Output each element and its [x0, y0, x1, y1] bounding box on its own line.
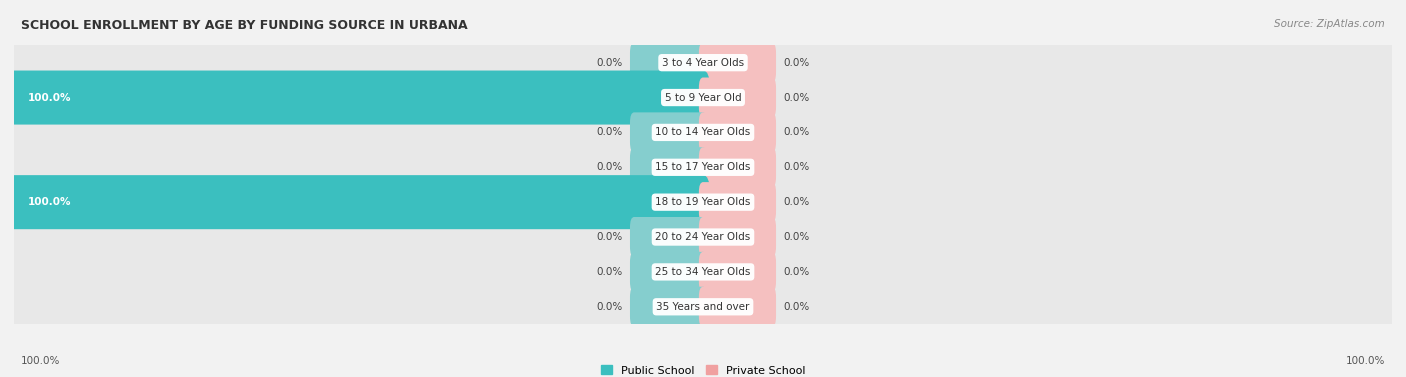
Text: Source: ZipAtlas.com: Source: ZipAtlas.com	[1274, 19, 1385, 29]
Text: 0.0%: 0.0%	[596, 162, 623, 172]
Text: 100.0%: 100.0%	[1346, 356, 1385, 366]
Text: 0.0%: 0.0%	[596, 232, 623, 242]
Legend: Public School, Private School: Public School, Private School	[596, 361, 810, 377]
FancyBboxPatch shape	[699, 78, 776, 118]
Text: 20 to 24 Year Olds: 20 to 24 Year Olds	[655, 232, 751, 242]
FancyBboxPatch shape	[7, 70, 710, 124]
Text: 18 to 19 Year Olds: 18 to 19 Year Olds	[655, 197, 751, 207]
FancyBboxPatch shape	[630, 147, 707, 187]
Text: 0.0%: 0.0%	[783, 197, 810, 207]
FancyBboxPatch shape	[14, 97, 1392, 168]
Text: 0.0%: 0.0%	[783, 92, 810, 103]
FancyBboxPatch shape	[630, 112, 707, 152]
Text: 0.0%: 0.0%	[783, 58, 810, 68]
FancyBboxPatch shape	[699, 182, 776, 222]
FancyBboxPatch shape	[630, 217, 707, 257]
Text: 35 Years and over: 35 Years and over	[657, 302, 749, 312]
FancyBboxPatch shape	[699, 112, 776, 152]
Text: 100.0%: 100.0%	[28, 197, 72, 207]
FancyBboxPatch shape	[630, 43, 707, 83]
FancyBboxPatch shape	[699, 217, 776, 257]
FancyBboxPatch shape	[699, 252, 776, 292]
Text: 0.0%: 0.0%	[596, 302, 623, 312]
FancyBboxPatch shape	[14, 271, 1392, 342]
FancyBboxPatch shape	[699, 147, 776, 187]
Text: SCHOOL ENROLLMENT BY AGE BY FUNDING SOURCE IN URBANA: SCHOOL ENROLLMENT BY AGE BY FUNDING SOUR…	[21, 19, 468, 32]
Text: 0.0%: 0.0%	[596, 58, 623, 68]
Text: 0.0%: 0.0%	[783, 267, 810, 277]
Text: 0.0%: 0.0%	[783, 232, 810, 242]
Text: 100.0%: 100.0%	[21, 356, 60, 366]
Text: 10 to 14 Year Olds: 10 to 14 Year Olds	[655, 127, 751, 138]
FancyBboxPatch shape	[14, 27, 1392, 98]
Text: 5 to 9 Year Old: 5 to 9 Year Old	[665, 92, 741, 103]
Text: 0.0%: 0.0%	[783, 302, 810, 312]
FancyBboxPatch shape	[7, 175, 710, 229]
FancyBboxPatch shape	[14, 236, 1392, 308]
FancyBboxPatch shape	[14, 132, 1392, 203]
Text: 25 to 34 Year Olds: 25 to 34 Year Olds	[655, 267, 751, 277]
Text: 15 to 17 Year Olds: 15 to 17 Year Olds	[655, 162, 751, 172]
FancyBboxPatch shape	[14, 62, 1392, 133]
Text: 0.0%: 0.0%	[783, 127, 810, 138]
FancyBboxPatch shape	[14, 167, 1392, 238]
FancyBboxPatch shape	[630, 252, 707, 292]
Text: 0.0%: 0.0%	[783, 162, 810, 172]
Text: 3 to 4 Year Olds: 3 to 4 Year Olds	[662, 58, 744, 68]
FancyBboxPatch shape	[699, 43, 776, 83]
Text: 100.0%: 100.0%	[28, 92, 72, 103]
FancyBboxPatch shape	[630, 287, 707, 327]
FancyBboxPatch shape	[699, 287, 776, 327]
Text: 0.0%: 0.0%	[596, 127, 623, 138]
FancyBboxPatch shape	[14, 201, 1392, 273]
Text: 0.0%: 0.0%	[596, 267, 623, 277]
